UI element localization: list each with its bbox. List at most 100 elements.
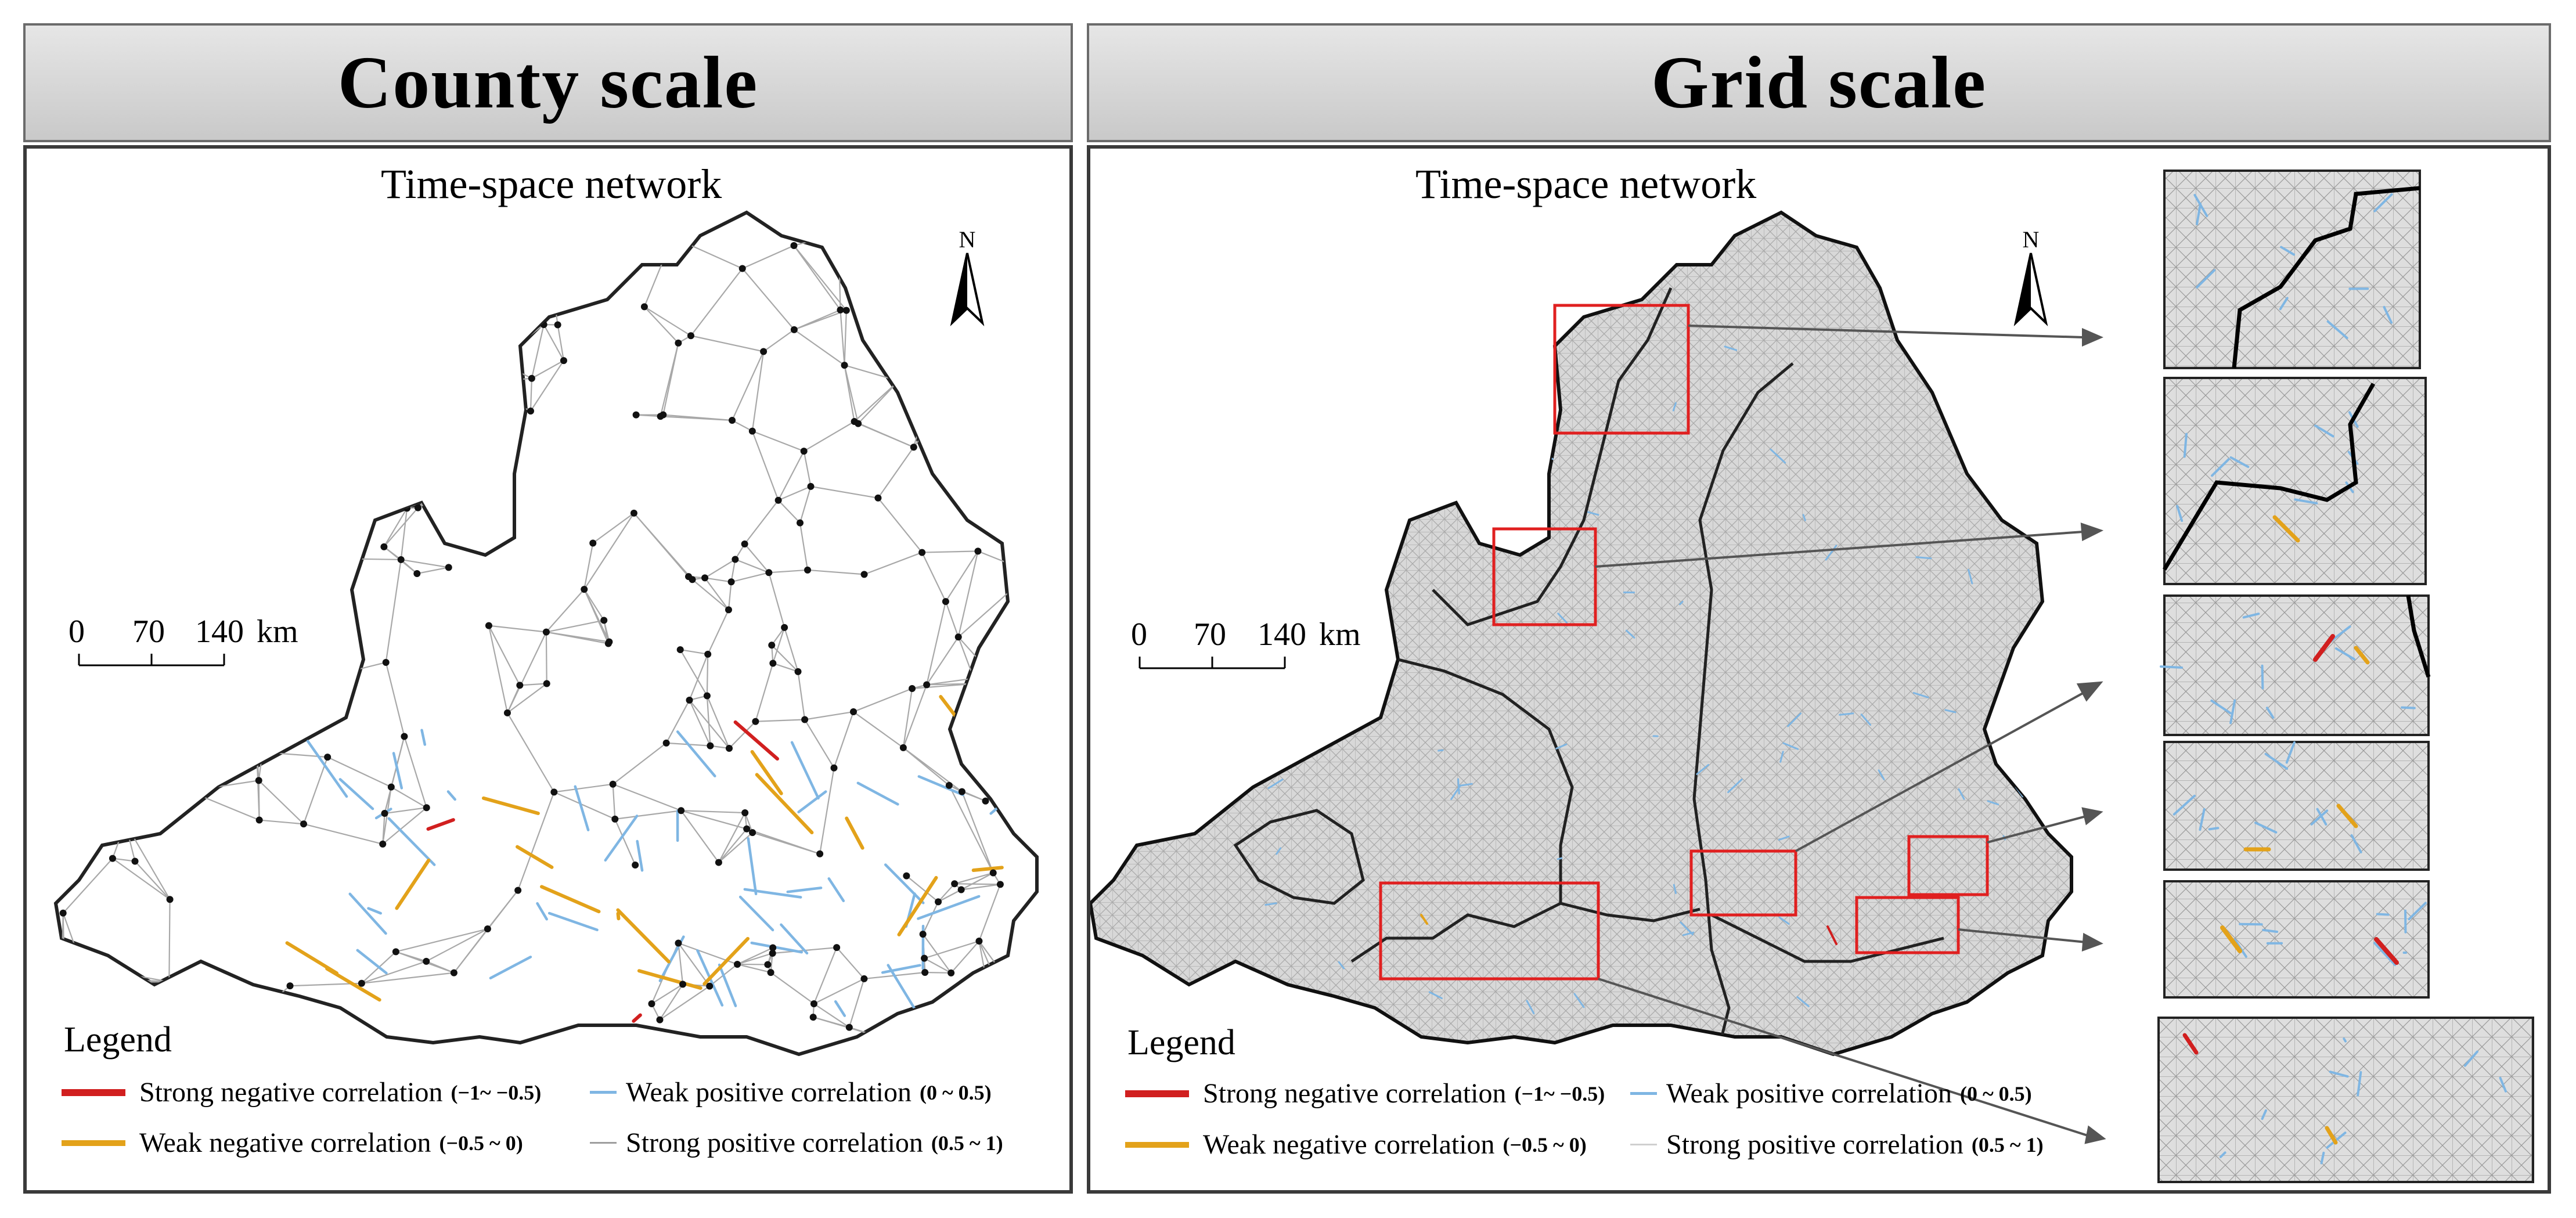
county-node: [748, 427, 756, 435]
network-edge: [471, 360, 498, 384]
correlation-edge: [834, 1000, 846, 1017]
county-node: [760, 348, 768, 355]
county-node: [401, 733, 408, 740]
county-node: [919, 931, 927, 938]
grid-edge: [1787, 712, 1802, 727]
scale-unit: km: [1319, 617, 1361, 653]
network-edge: [97, 289, 127, 337]
county-node: [94, 333, 102, 340]
network-edge: [612, 783, 682, 812]
network-edge: [806, 569, 865, 575]
county-node: [921, 954, 928, 962]
network-edge: [797, 671, 806, 720]
county-node: [707, 742, 714, 749]
county-node: [725, 744, 733, 752]
county-node: [982, 797, 989, 805]
county-node: [445, 238, 453, 246]
county-node: [632, 411, 640, 419]
grid-edge: [1267, 779, 1284, 790]
county-node: [1027, 569, 1035, 576]
network-edge: [718, 828, 748, 863]
network-edge: [227, 248, 256, 289]
network-edge: [256, 702, 282, 752]
grid-edge: [1511, 453, 1518, 468]
grid-legend-item-strong-negative: Strong negative correlation (−1~ −0.5): [1125, 1078, 1605, 1109]
correlation-edge: [750, 749, 783, 795]
network-edge: [136, 489, 200, 560]
network-edge: [921, 550, 979, 553]
network-edge: [71, 428, 120, 451]
zoom-insets: [2157, 170, 2534, 1183]
network-edge: [62, 857, 114, 914]
county-node: [729, 417, 736, 424]
network-edge: [229, 398, 307, 409]
correlation-edge: [481, 796, 540, 815]
county-node: [514, 887, 522, 894]
network-edge: [689, 699, 711, 747]
county-node: [662, 739, 670, 747]
network-edge: [557, 324, 565, 362]
network-edge: [995, 1010, 1031, 1029]
county-node: [609, 780, 617, 788]
county-node: [842, 307, 850, 314]
grid-edge: [1433, 492, 1442, 502]
county-node: [860, 975, 868, 982]
network-edge: [706, 695, 711, 747]
network-edge: [793, 309, 847, 330]
correlation-edge: [604, 815, 639, 862]
network-edge: [134, 860, 171, 900]
correlation-edge: [881, 964, 921, 974]
county-node: [423, 957, 430, 965]
grid-edge: [1557, 612, 1568, 624]
network-edge: [736, 952, 773, 965]
network-edge: [727, 581, 732, 611]
network-edge: [902, 687, 913, 748]
county-node: [909, 685, 916, 693]
network-edge: [519, 683, 547, 686]
grid-legend-title: Legend: [1127, 1023, 1235, 1062]
county-node: [715, 859, 722, 866]
county-node: [173, 624, 181, 631]
county-node: [738, 265, 746, 272]
network-edge: [395, 928, 488, 953]
county-node: [117, 410, 125, 417]
county-node: [835, 230, 842, 237]
county-node: [78, 963, 86, 970]
network-edge: [111, 857, 171, 900]
county-node: [895, 377, 902, 385]
county-legend-item-weak-positive: Weak positive correlation (0 ~ 0.5): [590, 1076, 992, 1108]
county-node: [974, 547, 982, 555]
network-edge: [614, 810, 682, 820]
network-edge: [118, 413, 122, 451]
grid-edge: [1944, 709, 1957, 713]
network-edge: [302, 823, 384, 845]
county-node: [660, 411, 667, 419]
network-edge: [320, 407, 346, 419]
network-edge: [730, 558, 736, 583]
correlation-edge: [743, 888, 802, 899]
grid-edge: [1968, 568, 1973, 585]
grid-edge: [1778, 916, 1790, 925]
county-node: [358, 979, 365, 987]
network-edge: [771, 644, 799, 672]
county-node: [62, 225, 69, 233]
grid-edge: [1287, 391, 1303, 396]
network-edge: [545, 631, 547, 684]
network-edge: [135, 225, 145, 233]
network-edge: [741, 244, 795, 269]
correlation-edge: [917, 775, 965, 797]
county-node: [910, 444, 917, 451]
network-edge: [120, 413, 138, 441]
county-node: [632, 861, 639, 869]
network-edge: [183, 266, 233, 322]
zoom-inset-5: [2163, 880, 2430, 999]
network-edge: [384, 807, 427, 815]
north-arrow-icon: [2013, 253, 2048, 326]
network-edge: [305, 407, 346, 419]
county-node: [207, 983, 214, 991]
network-edge: [183, 266, 229, 289]
network-edge: [777, 499, 801, 524]
county-node: [675, 339, 682, 347]
network-edge: [553, 783, 614, 793]
county-node: [1019, 1040, 1026, 1047]
